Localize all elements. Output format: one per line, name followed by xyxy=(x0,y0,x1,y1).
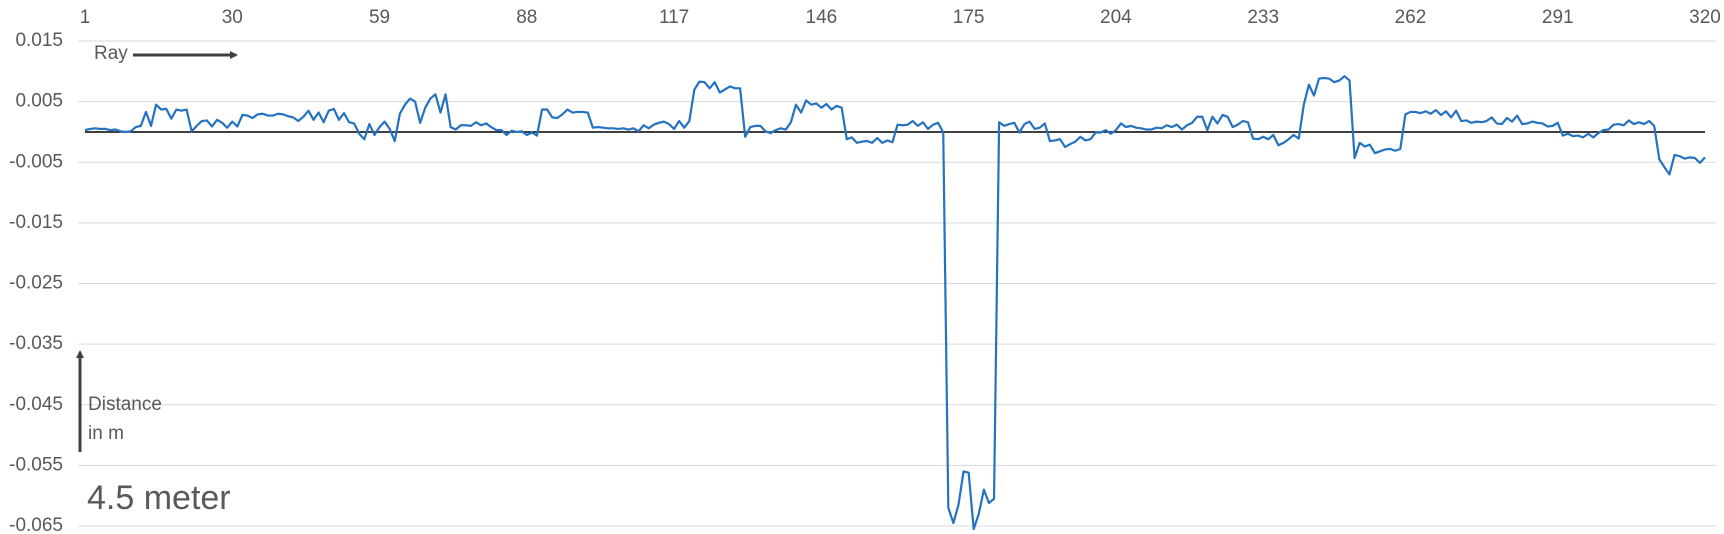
y-tick-label: -0.045 xyxy=(9,394,63,415)
y-tick-label: -0.015 xyxy=(9,212,63,233)
x-tick-label: 1 xyxy=(80,7,91,28)
x-tick-label: 262 xyxy=(1395,7,1427,28)
data-line xyxy=(84,75,1706,531)
x-tick-label: 146 xyxy=(806,7,838,28)
x-tick-label: 320 xyxy=(1689,7,1721,28)
x-tick-label: 59 xyxy=(369,7,390,28)
y-tick-label: -0.025 xyxy=(9,273,63,294)
x-tick-label: 233 xyxy=(1247,7,1279,28)
x-tick-label: 117 xyxy=(659,7,689,28)
x-tick-label: 175 xyxy=(953,7,985,28)
y-tick-label: -0.035 xyxy=(9,333,63,354)
x-axis-label: Ray xyxy=(94,43,128,64)
y-tick-label: -0.065 xyxy=(9,515,63,534)
y-tick-label: 0.005 xyxy=(15,91,63,112)
y-axis-label: Distance xyxy=(88,394,162,415)
y-tick-label: -0.005 xyxy=(9,151,63,172)
y-axis-label: in m xyxy=(88,423,124,444)
grid xyxy=(78,40,1716,527)
annotation: 4.5 meter xyxy=(87,479,231,517)
x-tick-label: 88 xyxy=(516,7,537,28)
y-tick-label: 0.015 xyxy=(15,30,63,51)
x-tick-label: 291 xyxy=(1542,7,1574,28)
x-tick-label: 204 xyxy=(1100,7,1132,28)
x-tick-label: 30 xyxy=(222,7,243,28)
y-tick-label: -0.055 xyxy=(9,454,63,475)
